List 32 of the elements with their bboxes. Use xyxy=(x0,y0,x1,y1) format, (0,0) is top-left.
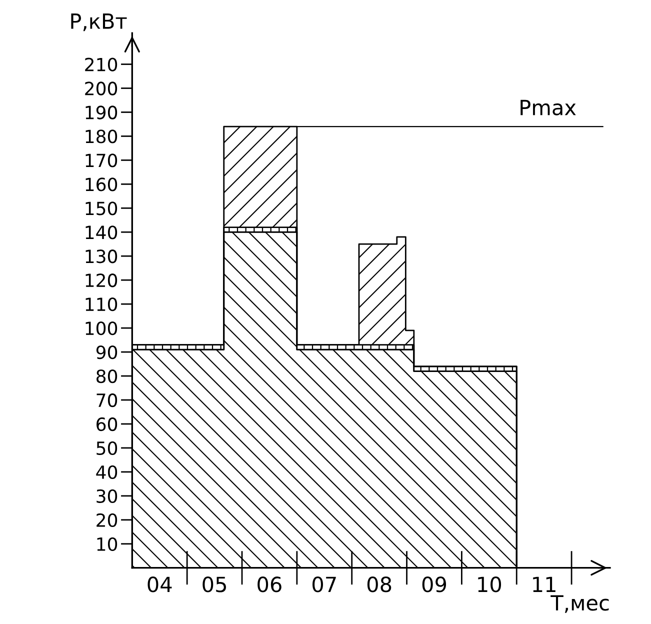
y-tick-label: 40 xyxy=(96,465,118,480)
y-tick-label: 200 xyxy=(85,82,118,96)
y-tick-label: 180 xyxy=(86,130,118,144)
y-tick-label: 210 xyxy=(85,58,118,72)
x-tick-label: 09 xyxy=(422,576,446,592)
y-tick-label: 150 xyxy=(86,202,118,216)
y-tick-label: 20 xyxy=(96,513,118,527)
x-tick-label: 05 xyxy=(202,576,226,592)
y-tick-label: 160 xyxy=(86,178,118,192)
x-tick-label: 07 xyxy=(312,576,336,592)
y-tick-label: 130 xyxy=(86,250,118,264)
x-tick-label: 10 xyxy=(478,576,502,592)
y-tick-label: 50 xyxy=(96,441,118,456)
y-tick-label: 100 xyxy=(86,321,118,336)
y-tick-label: 70 xyxy=(96,393,118,408)
y-tick-label: 120 xyxy=(86,274,118,288)
y-tick-label: 110 xyxy=(86,298,118,312)
y-tick-label: 30 xyxy=(96,489,118,504)
x-tick-label: 04 xyxy=(148,576,172,592)
y-tick-label: 10 xyxy=(97,537,118,551)
y-tick-label: 90 xyxy=(96,345,118,360)
y-axis-title: P,кВт xyxy=(71,14,127,32)
y-tick-label: 80 xyxy=(96,369,118,384)
x-axis-title: T,мес xyxy=(550,595,609,613)
x-tick-label: 08 xyxy=(367,576,392,592)
y-tick-label: 140 xyxy=(86,226,118,240)
x-tick-label: 11 xyxy=(533,576,556,592)
y-tick-label: 60 xyxy=(96,417,118,432)
y-tick-label: 190 xyxy=(86,106,118,120)
ref-line-label: Pmax xyxy=(520,100,576,116)
x-tick-label: 06 xyxy=(258,576,282,592)
y-tick-label: 170 xyxy=(86,154,118,168)
